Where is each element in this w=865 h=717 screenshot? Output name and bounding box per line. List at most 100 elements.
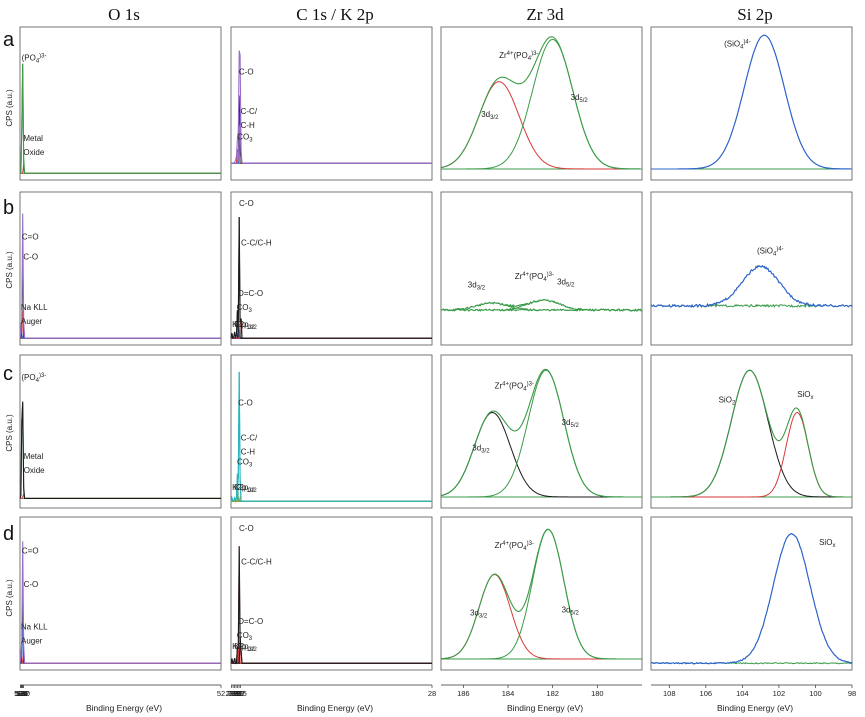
- peak-label-sub: 4: [36, 378, 40, 384]
- panel-d-c1s: C-OC-C/C-HO=C-OCO3K2p1/2K2p3/22972952932…: [225, 516, 436, 698]
- peak-label-text: C-C/C-H: [241, 558, 272, 567]
- xlabel-zr3d: Binding Energy (eV): [507, 703, 583, 713]
- xlabel-c1s: Binding Energy (eV): [297, 703, 373, 713]
- peak-label-sup: )3-: [531, 51, 538, 57]
- peak-label-text: Oxide: [23, 148, 44, 157]
- peak-component-5: [231, 495, 432, 502]
- ylabel-a: CPS (a.u.): [5, 89, 14, 127]
- peak-label: O=C-O: [238, 617, 264, 626]
- peak-component-3: [19, 652, 221, 664]
- peak-label-text: O=C-O: [238, 617, 264, 626]
- x-tick-label: 534: [16, 689, 29, 698]
- peak-label: (PO4)3-: [21, 373, 46, 384]
- peak-label: C-O: [239, 524, 254, 533]
- peak-label: CO3: [237, 631, 253, 642]
- panel-b-si2p: (SiO4)4-: [650, 191, 853, 346]
- peak-label-text: 3d: [481, 110, 490, 119]
- row-label-d: d: [3, 523, 14, 545]
- peak-label: CO3: [237, 132, 253, 143]
- peak-label-text: CO: [237, 303, 249, 312]
- peak-label-text: Zr: [495, 382, 503, 391]
- peak-label: (SiO4)4-: [724, 40, 751, 51]
- peak-label-sub: x: [832, 543, 835, 549]
- envelope-curve: [19, 401, 221, 499]
- peak-label: 3d3/2: [470, 608, 488, 619]
- peak-label-text: 3d: [468, 281, 477, 290]
- x-tick-label: 180: [591, 689, 604, 698]
- xlabel-si2p: Binding Energy (eV): [717, 703, 793, 713]
- envelope-curve: [440, 36, 642, 170]
- x-tick-label: 291: [230, 689, 243, 698]
- peak-label-sub: 3/2: [481, 449, 490, 455]
- peak-label-sub: 3/2: [479, 613, 488, 619]
- peak-label-text: (PO: [529, 272, 543, 281]
- peak-label-text: 3d: [562, 418, 571, 427]
- peak-component-3: [19, 328, 221, 339]
- peak-label: Auger: [21, 637, 43, 646]
- peak-label-text: K2p: [232, 642, 247, 651]
- peak-label: Metal: [24, 452, 44, 461]
- panel-frame: [440, 26, 643, 181]
- x-tick-label: 530: [17, 689, 30, 698]
- panel-frame: [440, 191, 643, 346]
- peak-label-sup: )3-: [39, 373, 46, 379]
- panel-frame: [650, 516, 853, 671]
- row-label-b: b: [3, 197, 14, 219]
- envelope-curve: [230, 216, 432, 339]
- peak-label: Auger: [21, 317, 43, 326]
- peak-label-sub: 3/2: [249, 325, 258, 331]
- x-tick-label: 295: [227, 689, 240, 698]
- peak-label-text: C-C/: [241, 434, 258, 443]
- peak-label-sub: 2: [732, 401, 736, 407]
- peak-component-3: [231, 111, 432, 164]
- envelope-curve: [650, 264, 853, 308]
- peak-label: (SiO4)4-: [757, 247, 784, 258]
- peak-label: C-H: [241, 121, 255, 130]
- peak-component-6: [231, 637, 432, 664]
- peak-label-text: C-H: [241, 121, 255, 130]
- peak-label: Na KLL: [21, 303, 48, 312]
- peak-label-text: Metal: [23, 134, 43, 143]
- x-tick-label: 287: [233, 689, 246, 698]
- peak-label: C-O: [23, 252, 38, 261]
- peak-label-text: (PO: [21, 373, 35, 382]
- peak-label-text: (SiO: [757, 247, 773, 256]
- peak-label-text: (SiO: [724, 40, 740, 49]
- peak-label: C-O: [24, 580, 39, 589]
- x-tick-label: 293: [228, 689, 241, 698]
- peak-component-1: [20, 588, 221, 664]
- peak-component-2: [231, 331, 432, 339]
- panel-d-si2p: SiOx 108 106 104 102 100 98: [650, 516, 856, 698]
- peak-label: C=O: [22, 546, 39, 555]
- peak-label: CO3: [237, 303, 253, 314]
- peak-label-text: C=O: [22, 233, 39, 242]
- panel-c-o1s: (PO4)3- Metal Oxide: [19, 354, 222, 509]
- peak-label: SiO2: [719, 396, 736, 407]
- peak-label-text: SiO: [797, 390, 810, 399]
- peak-label: C-C/C-H: [241, 558, 272, 567]
- peak-label-text: 3d: [557, 278, 566, 287]
- peak-label-text: Zr: [515, 272, 523, 281]
- peak-label-sup: )3-: [547, 272, 554, 278]
- peak-label-sub: 3: [249, 137, 253, 143]
- peak-label: Na KLL: [21, 622, 48, 631]
- peak-label-text: O=C-O: [238, 289, 264, 298]
- ylabel-d: CPS (a.u.): [5, 579, 14, 617]
- peak-label-text: C=O: [22, 546, 39, 555]
- peak-label-sub: 4: [773, 252, 777, 258]
- peak-label-text: C-O: [24, 580, 39, 589]
- peak-label: C-C/C-H: [241, 238, 272, 247]
- peak-label-sub: x: [811, 395, 814, 401]
- peak-component-2: [20, 163, 221, 174]
- panel-frame: [230, 516, 433, 671]
- peak-label-sup: )4-: [743, 40, 750, 46]
- panel-frame: [650, 191, 853, 346]
- peak-label-text: Zr: [499, 51, 507, 60]
- col-title-o1s: O 1s: [108, 5, 140, 24]
- peak-label: 3d5/2: [562, 606, 580, 617]
- peak-label-text: Auger: [21, 317, 43, 326]
- peak-label-text: 3d: [470, 608, 479, 617]
